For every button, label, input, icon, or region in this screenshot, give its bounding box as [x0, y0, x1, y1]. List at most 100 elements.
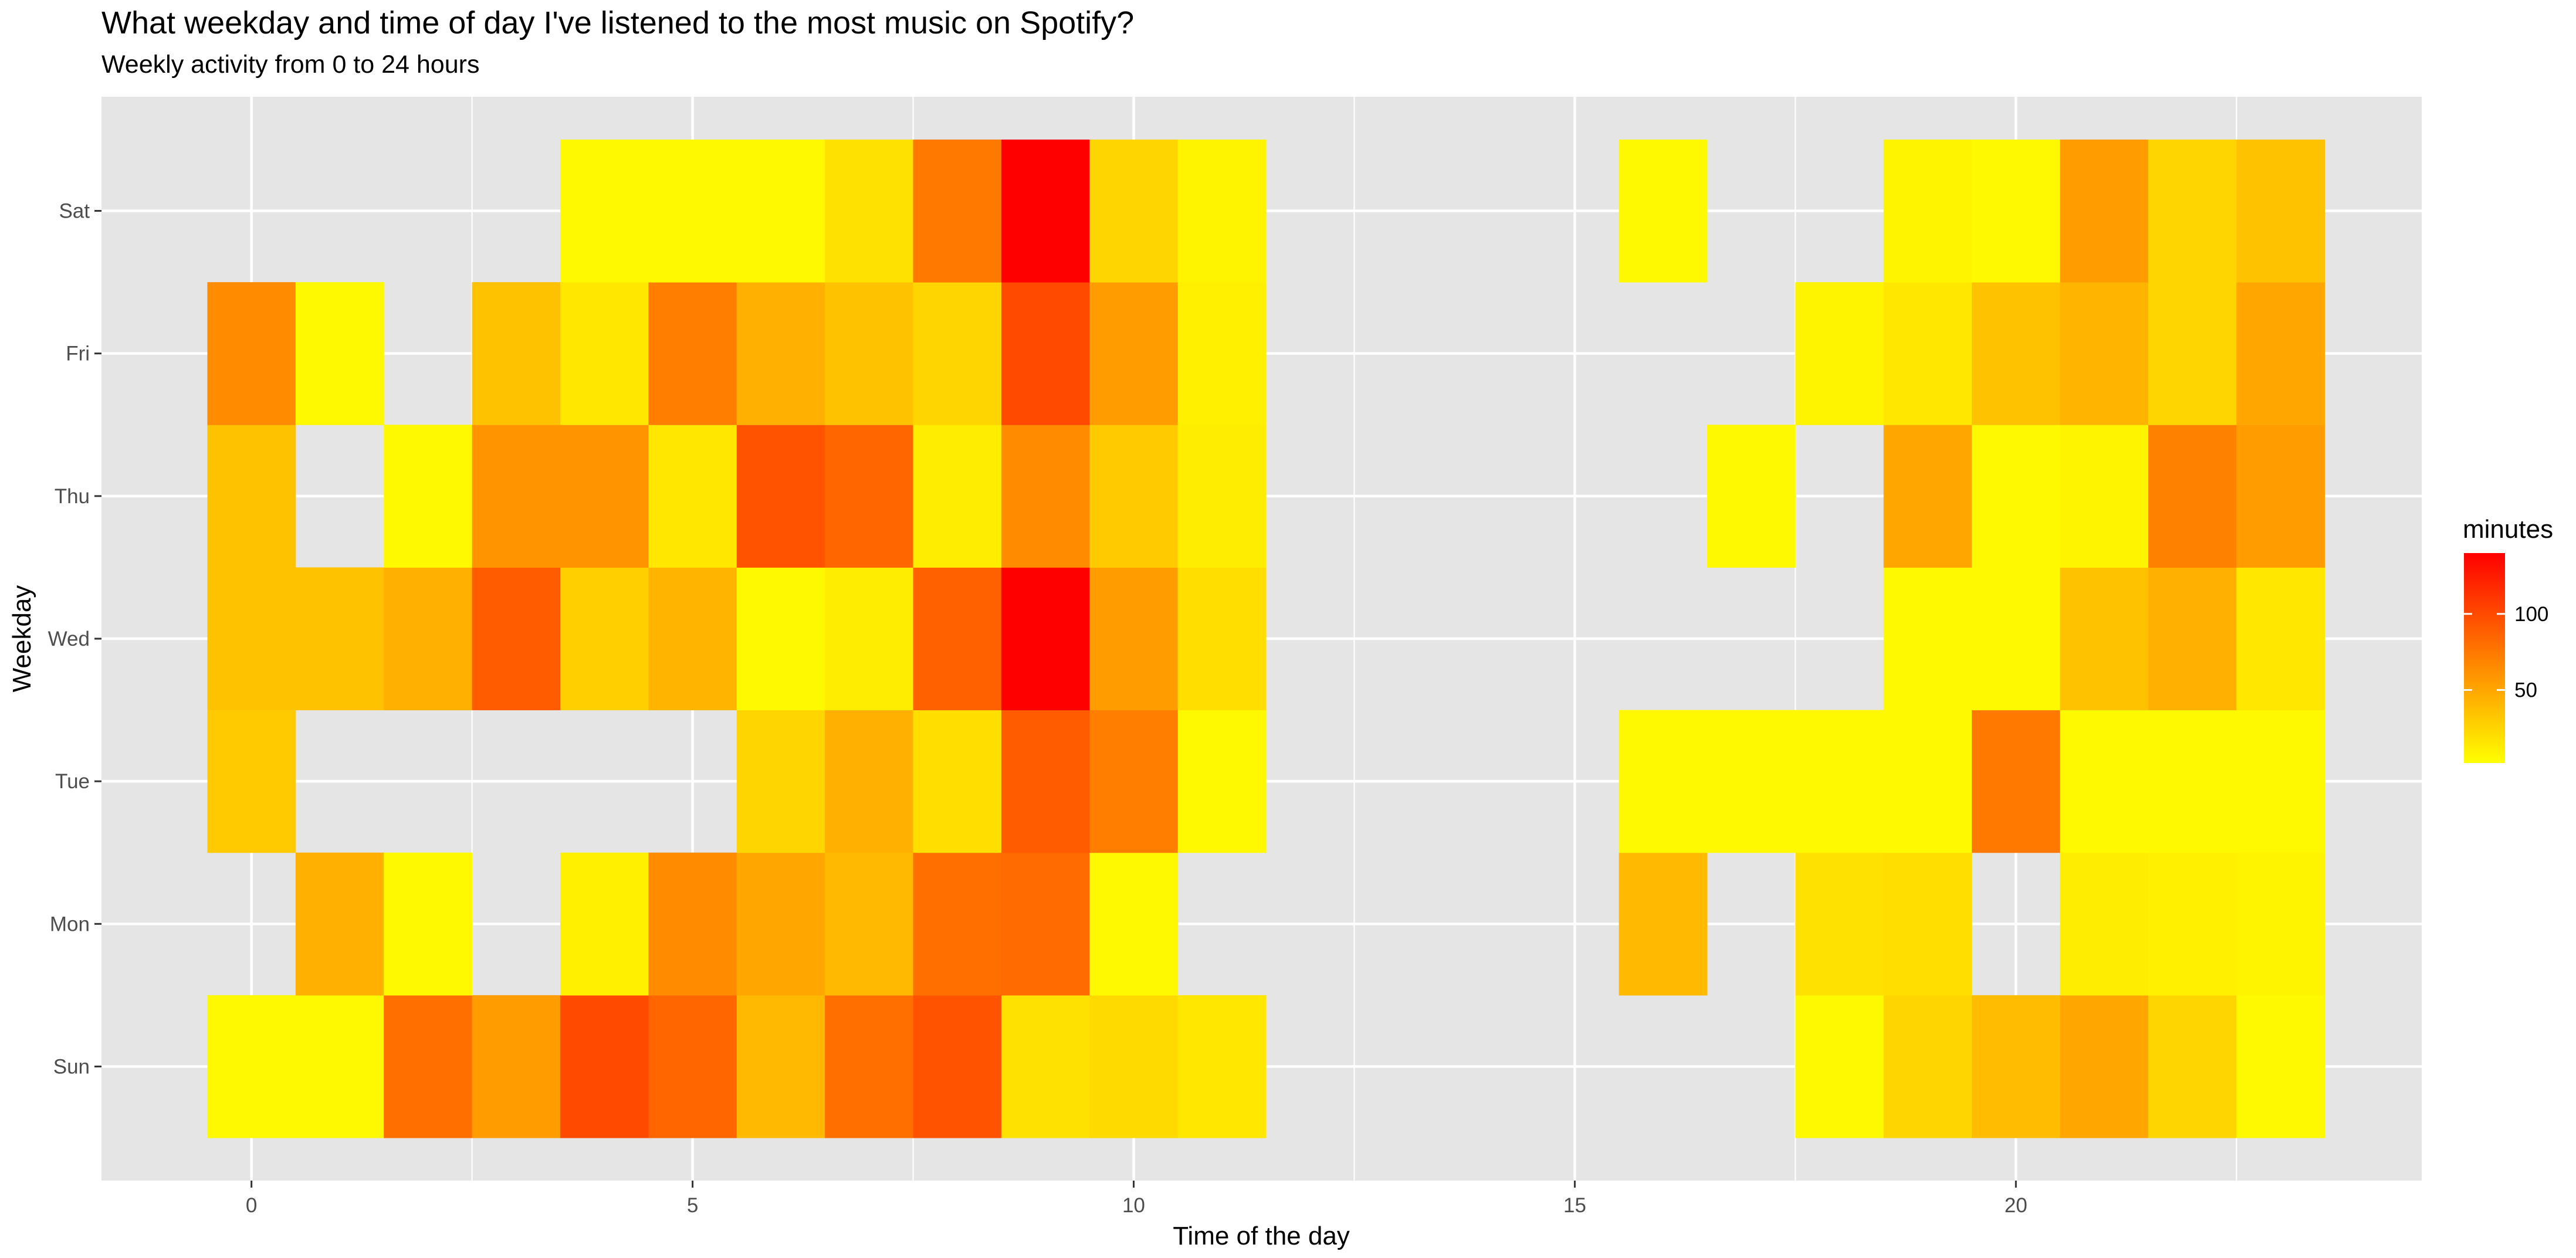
- heatmap-cell-sun-10: [1089, 995, 1179, 1138]
- heatmap-cell-mon-6: [736, 852, 825, 996]
- heatmap-cell-tue-8: [913, 710, 1002, 853]
- heatmap-cell-sun-6: [736, 995, 825, 1138]
- x-tick-label: 0: [246, 1194, 257, 1217]
- heatmap-cell-wed-6: [736, 567, 825, 711]
- heatmap-cell-sat-7: [825, 139, 913, 283]
- heatmap-cell-fri-23: [2236, 282, 2325, 425]
- heatmap-cell-wed-8: [913, 567, 1002, 711]
- heatmap-cell-wed-22: [2148, 567, 2237, 711]
- heatmap-cell-thu-6: [736, 425, 825, 568]
- heatmap-cell-thu-5: [648, 425, 737, 568]
- heatmap-cell-sun-3: [472, 995, 561, 1138]
- heatmap-cell-fri-9: [1001, 282, 1090, 425]
- heatmap-cell-thu-19: [1883, 425, 1972, 568]
- heatmap-cell-sat-21: [2060, 139, 2149, 283]
- chart-title: What weekday and time of day I've listen…: [101, 5, 1135, 40]
- x-axis-label: Time of the day: [1173, 1222, 1350, 1250]
- heatmap-cell-mon-23: [2236, 852, 2325, 996]
- legend-tick-label: 50: [2514, 679, 2537, 701]
- heatmap-cell-sun-23: [2236, 995, 2325, 1138]
- heatmap-cell-tue-16: [1619, 710, 1708, 853]
- heatmap-cell-sun-7: [825, 995, 913, 1138]
- heatmap-cell-thu-0: [207, 425, 296, 568]
- heatmap-cell-thu-17: [1707, 425, 1796, 568]
- heatmap-cell-wed-0: [207, 567, 296, 711]
- heatmap-cell-fri-4: [560, 282, 649, 425]
- heatmap-cell-sun-0: [207, 995, 296, 1138]
- heatmap-cell-sun-1: [295, 995, 384, 1138]
- heatmap-cell-sun-4: [560, 995, 649, 1138]
- x-tick-label: 10: [1122, 1194, 1145, 1217]
- heatmap-cell-mon-22: [2148, 852, 2237, 996]
- heatmap-cell-mon-10: [1089, 852, 1179, 996]
- heatmap-cell-sat-9: [1001, 139, 1090, 283]
- heatmap-cell-mon-21: [2060, 852, 2149, 996]
- heatmap-cell-thu-10: [1089, 425, 1179, 568]
- heatmap-cell-mon-8: [913, 852, 1002, 996]
- heatmap-cell-fri-19: [1883, 282, 1972, 425]
- heatmap-cell-sun-22: [2148, 995, 2237, 1138]
- heatmap-cell-sat-6: [736, 139, 825, 283]
- heatmap-cell-sun-5: [648, 995, 737, 1138]
- legend: minutes 50 100: [2463, 515, 2553, 763]
- heatmap-cell-sat-19: [1883, 139, 1972, 283]
- heatmap-cell-thu-11: [1177, 425, 1267, 568]
- heatmap-cell-mon-4: [560, 852, 649, 996]
- heatmap-cell-fri-8: [913, 282, 1002, 425]
- heatmap-cell-fri-5: [648, 282, 737, 425]
- heatmap-cell-tue-18: [1795, 710, 1884, 853]
- heatmap-cell-tue-22: [2148, 710, 2237, 853]
- heatmap-cell-tue-9: [1001, 710, 1090, 853]
- heatmap-cell-tue-0: [207, 710, 296, 853]
- heatmap-cell-sat-4: [560, 139, 649, 283]
- y-tick-label-wed: Wed: [48, 628, 90, 650]
- heatmap-cell-wed-9: [1001, 567, 1090, 711]
- heatmap-cell-fri-20: [1972, 282, 2060, 425]
- heatmap-cell-thu-22: [2148, 425, 2237, 568]
- legend-tick-label: 100: [2514, 603, 2548, 626]
- heatmap-cell-wed-7: [825, 567, 913, 711]
- heatmap-cell-wed-11: [1177, 567, 1267, 711]
- chart-subtitle: Weekly activity from 0 to 24 hours: [101, 50, 480, 79]
- axes: 0 5 10 15 20 Sun Mon Tue Wed Thu Fri Sat: [48, 200, 2027, 1217]
- heatmap-cell-wed-4: [560, 567, 649, 711]
- heatmap-cell-fri-21: [2060, 282, 2149, 425]
- heatmap-cell-sat-22: [2148, 139, 2237, 283]
- heatmap-cell-wed-1: [295, 567, 384, 711]
- heatmap-cell-fri-0: [207, 282, 296, 425]
- heatmap-cell-wed-20: [1972, 567, 2060, 711]
- heatmap-cell-mon-2: [384, 852, 473, 996]
- heatmap-cell-wed-2: [384, 567, 473, 711]
- heatmap-cell-sun-9: [1001, 995, 1090, 1138]
- y-tick-label-thu: Thu: [55, 485, 90, 508]
- heatmap-cell-wed-19: [1883, 567, 1972, 711]
- y-tick-label-fri: Fri: [66, 343, 90, 365]
- heatmap-cell-mon-1: [295, 852, 384, 996]
- heatmap-cell-fri-18: [1795, 282, 1884, 425]
- heatmap-cell-fri-6: [736, 282, 825, 425]
- heatmap-cell-fri-1: [295, 282, 384, 425]
- heatmap-cell-sat-10: [1089, 139, 1179, 283]
- heatmap-cell-sun-2: [384, 995, 473, 1138]
- heatmap-cell-wed-3: [472, 567, 561, 711]
- heatmap-cell-mon-5: [648, 852, 737, 996]
- legend-title: minutes: [2463, 515, 2553, 544]
- heatmap-cell-thu-3: [472, 425, 561, 568]
- heatmap-cell-mon-19: [1883, 852, 1972, 996]
- heatmap-cell-sun-20: [1972, 995, 2060, 1138]
- heatmap-cell-tue-21: [2060, 710, 2149, 853]
- heatmap-cell-tue-7: [825, 710, 913, 853]
- y-tick-label-mon: Mon: [50, 913, 90, 935]
- heatmap-cell-thu-4: [560, 425, 649, 568]
- heatmap-cell-tue-10: [1089, 710, 1179, 853]
- heatmap-cell-fri-11: [1177, 282, 1267, 425]
- heatmap-cell-tue-19: [1883, 710, 1972, 853]
- legend-colorbar: [2464, 553, 2505, 763]
- heatmap-cell-sun-21: [2060, 995, 2149, 1138]
- heatmap-cell-sun-8: [913, 995, 1002, 1138]
- heatmap-cell-fri-7: [825, 282, 913, 425]
- x-tick-label: 15: [1563, 1194, 1586, 1217]
- heatmap-cell-thu-21: [2060, 425, 2149, 568]
- heatmap-cell-mon-9: [1001, 852, 1090, 996]
- heatmap-cell-tue-20: [1972, 710, 2060, 853]
